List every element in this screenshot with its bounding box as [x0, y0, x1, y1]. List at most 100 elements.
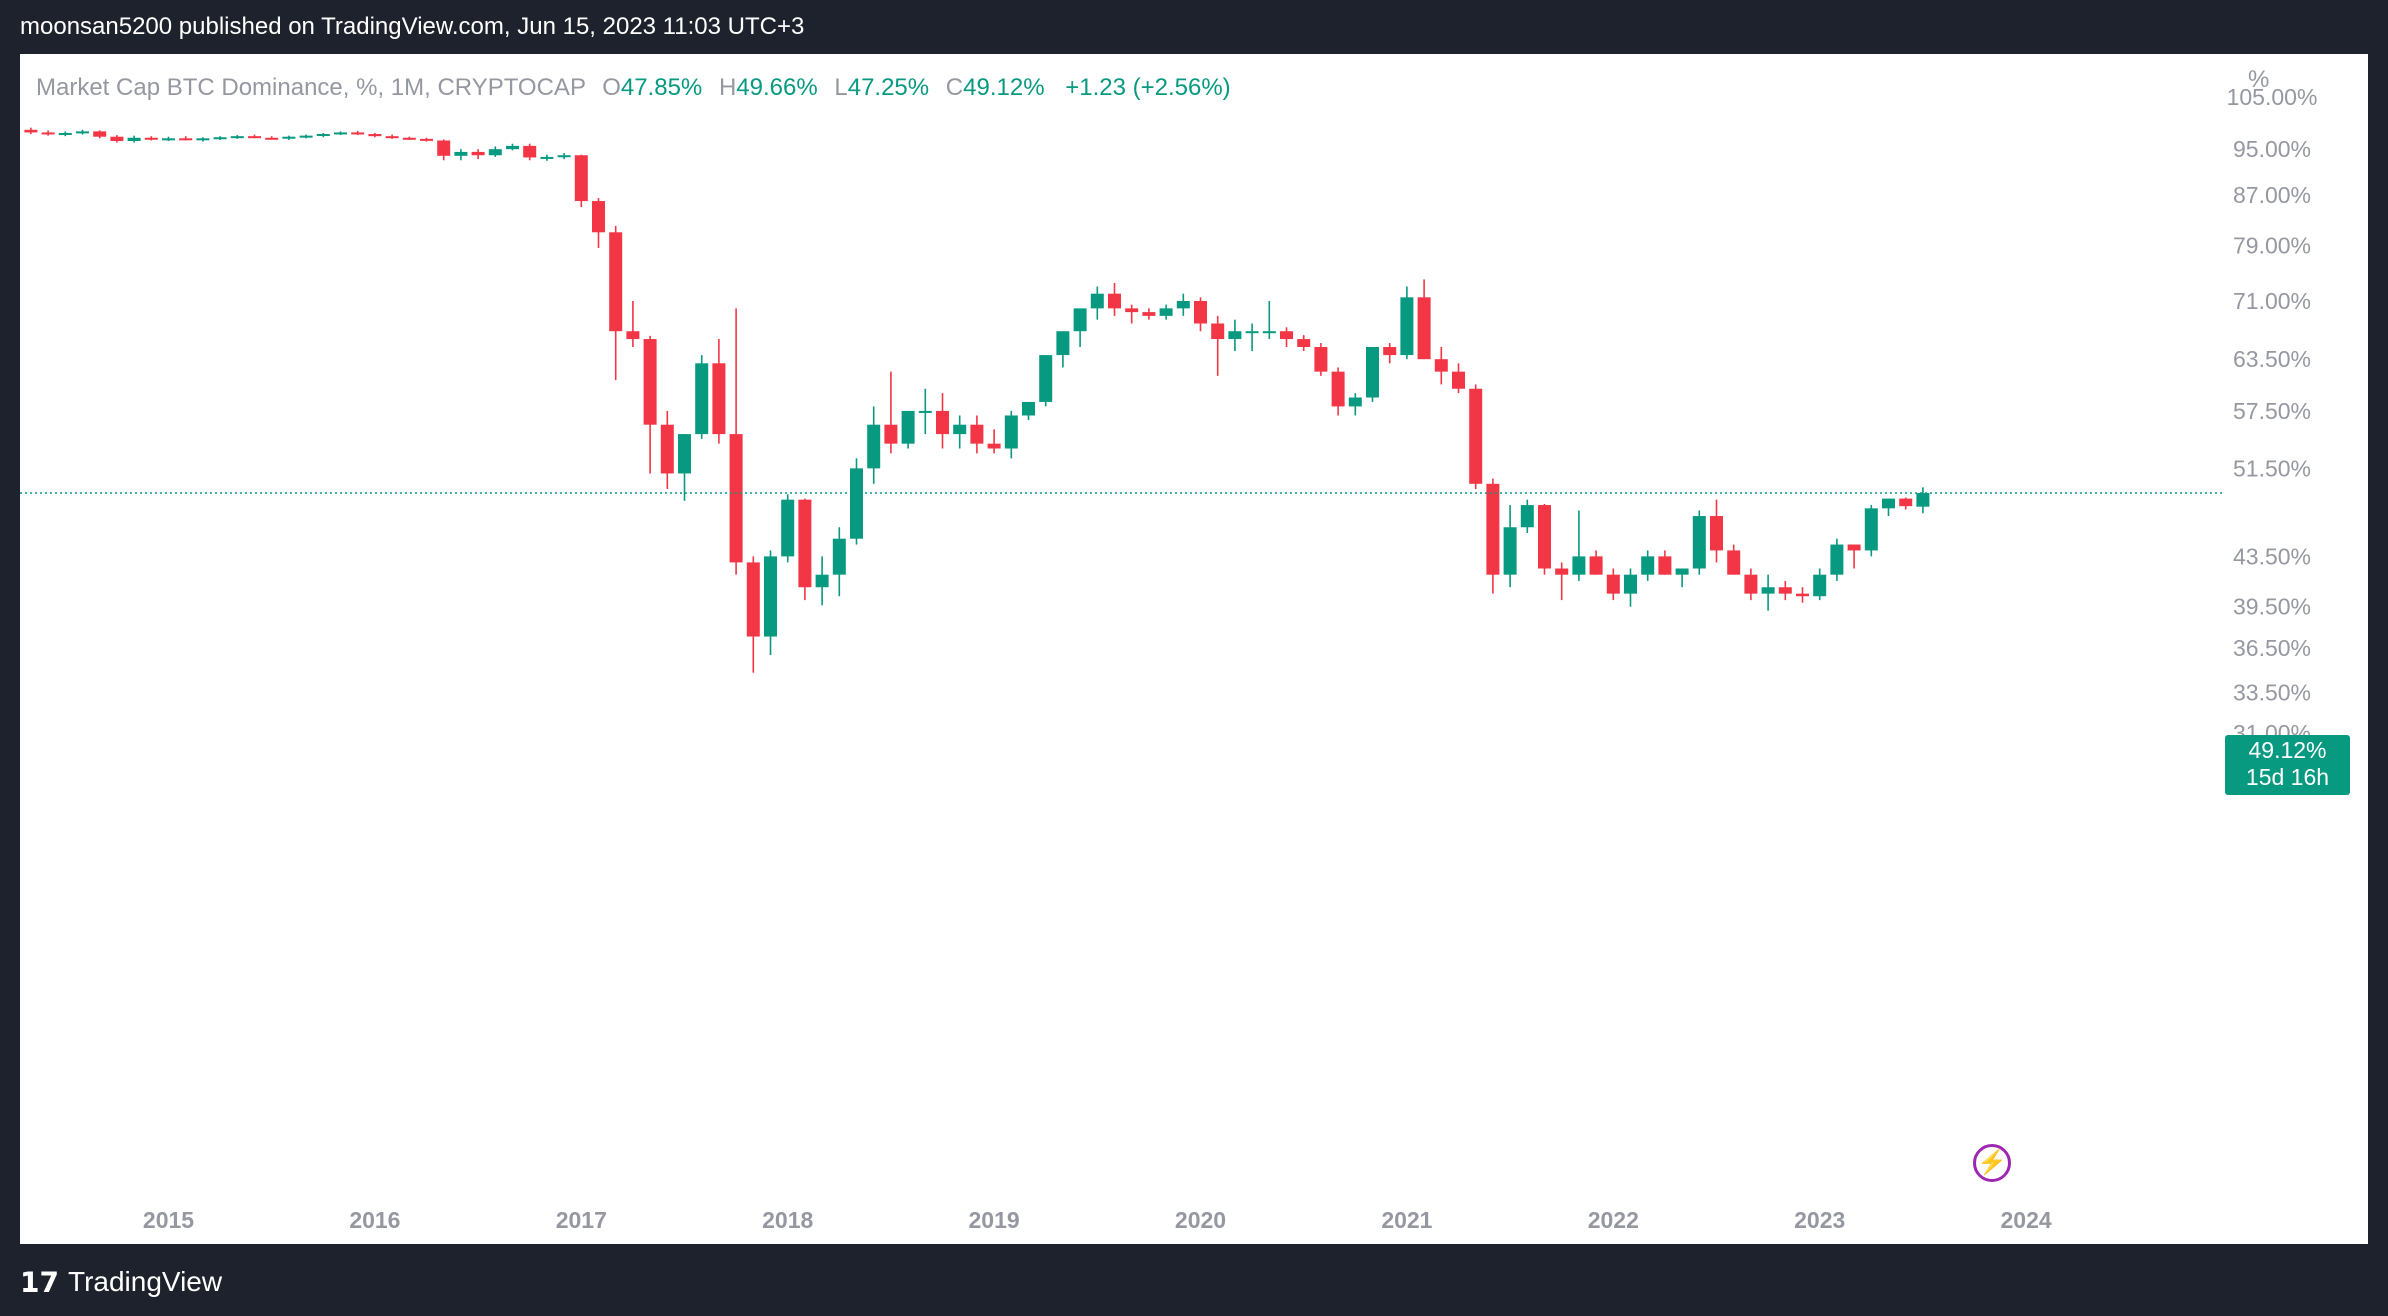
x-tick-label: 2019 [969, 1207, 1020, 1233]
candle [1796, 587, 1809, 603]
candle [970, 415, 984, 454]
candle-body [1314, 347, 1328, 372]
candle-body [93, 131, 107, 137]
candle-body [1796, 593, 1809, 597]
candle-body [609, 232, 623, 332]
candle [1176, 293, 1190, 316]
candle [1692, 510, 1706, 575]
candle [1555, 562, 1569, 601]
candle-body [850, 468, 863, 539]
candle [1108, 282, 1121, 316]
candle-body [144, 137, 158, 140]
candlestick-chart[interactable]: 105.00% 95.00% 87.00% 79.00% 71.00% 63.50% 57.… [20, 54, 2368, 1244]
candle [953, 415, 967, 449]
time-scale[interactable]: 2015 2016 2017 2018 2019 2020 2021 2022 2023 2024 [143, 1207, 2052, 1233]
candle [523, 143, 537, 161]
candle [1744, 568, 1758, 601]
candle-body [1641, 556, 1655, 575]
candle [987, 429, 1001, 454]
candle-body [574, 155, 588, 202]
candle [1125, 304, 1139, 324]
price-scale[interactable]: 105.00% 95.00% 87.00% 79.00% 71.00% 63.50% 57.… [2227, 84, 2318, 788]
candle [1056, 331, 1070, 368]
candle [901, 410, 915, 449]
candle [334, 131, 347, 136]
candle [626, 300, 640, 348]
x-tick-label: 2024 [2001, 1207, 2052, 1233]
candle-body [1486, 483, 1500, 575]
tradingview-logo-icon[interactable]: 𝟭𝟳 [20, 1267, 59, 1298]
candle-body [1830, 544, 1844, 575]
candle-body [1538, 505, 1551, 569]
candle [1142, 308, 1156, 320]
candle-body [316, 134, 330, 137]
candle [368, 132, 382, 138]
candle [488, 146, 502, 157]
candle-body [1589, 556, 1603, 575]
candle [506, 143, 519, 151]
candle [248, 134, 261, 139]
candle-body [1176, 300, 1190, 309]
candle [1658, 550, 1672, 575]
candle [557, 153, 571, 160]
candle-body [953, 424, 967, 435]
candle-body [523, 145, 537, 158]
candle [746, 556, 760, 673]
candle [41, 130, 55, 136]
candle-body [282, 136, 296, 139]
y-tick-label: 95.00% [2233, 136, 2311, 162]
chart-panel[interactable]: 105.00% 95.00% 87.00% 79.00% 71.00% 63.50% 57.… [20, 54, 2368, 1244]
candle-body [1022, 401, 1035, 416]
candle [385, 134, 399, 139]
open-value: 47.85% [620, 74, 703, 101]
candle [1864, 505, 1878, 557]
candle-body [420, 138, 433, 141]
candle-body [884, 424, 898, 444]
candle-body [764, 556, 777, 637]
candle [1348, 393, 1362, 416]
candle-body [506, 145, 519, 150]
candle-body [660, 424, 674, 474]
candle-body [196, 138, 210, 141]
candle [1022, 401, 1035, 421]
candle-body [1847, 544, 1861, 551]
candle [213, 136, 227, 140]
candle-body [1056, 331, 1070, 356]
x-tick-label: 2023 [1794, 1207, 1845, 1233]
candle-body [1434, 359, 1448, 372]
candle-body [1228, 331, 1242, 340]
candle [58, 131, 72, 137]
candle-body [385, 136, 399, 139]
candle-body [1710, 516, 1723, 551]
candle [282, 135, 296, 140]
candle [1710, 499, 1723, 563]
candle [850, 458, 863, 545]
footer-bar: 𝟭𝟳 TradingView [0, 1244, 2388, 1316]
candle [316, 132, 330, 138]
candle [781, 494, 795, 563]
candle [1383, 343, 1397, 364]
y-tick-label: 36.50% [2233, 635, 2311, 661]
candle-body [557, 155, 571, 158]
candle [24, 127, 38, 135]
y-tick-label: 33.50% [2233, 680, 2311, 706]
candle [936, 393, 949, 449]
candle-body [1452, 371, 1465, 389]
brand-name[interactable]: TradingView [68, 1266, 223, 1297]
candle-body [179, 138, 193, 141]
lightning-icon[interactable]: ⚡ [1973, 1144, 2011, 1182]
candle [609, 225, 623, 381]
candle-body [1899, 498, 1913, 507]
candle-body [1211, 323, 1225, 340]
candle-body [1400, 297, 1414, 356]
candle [162, 136, 175, 142]
candle [402, 136, 416, 140]
candle-body [1692, 516, 1706, 569]
candle-body [41, 132, 55, 135]
candle-body [1744, 574, 1758, 594]
candle-body [918, 410, 932, 413]
candle [1486, 478, 1500, 594]
candle [695, 355, 709, 439]
candle-body [1555, 568, 1569, 575]
x-tick-label: 2018 [762, 1207, 813, 1233]
